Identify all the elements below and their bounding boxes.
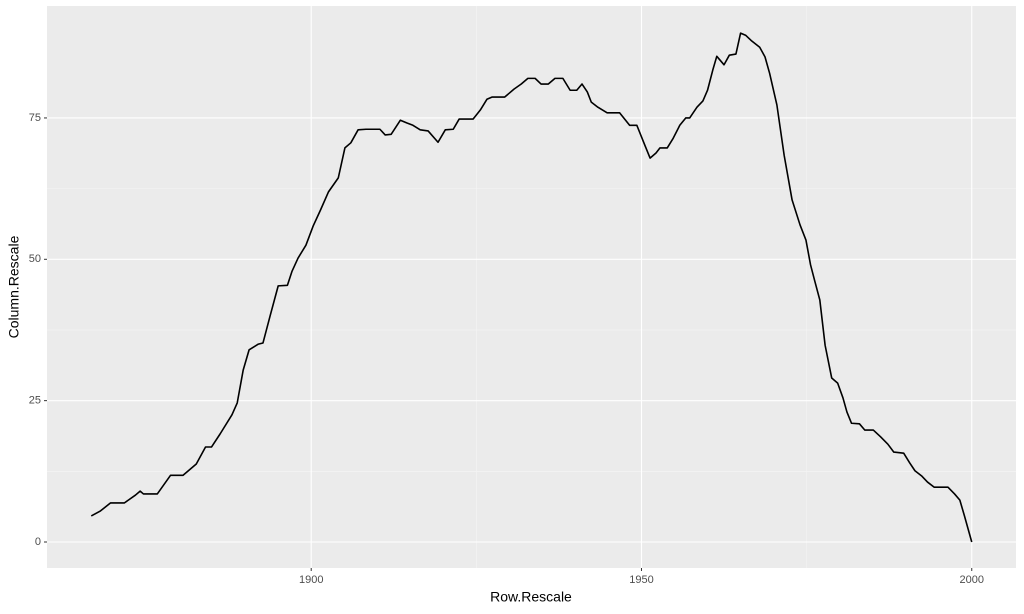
x-tick-label: 2000 — [960, 574, 984, 586]
y-axis-title: Column.Rescale — [6, 235, 22, 338]
y-tick-label: 75 — [29, 112, 41, 124]
x-tick-label: 1900 — [299, 574, 323, 586]
y-tick-label: 0 — [35, 536, 41, 548]
line — [90, 32, 973, 543]
panel — [47, 6, 1016, 568]
x-tick-label: 1950 — [629, 574, 653, 586]
x-axis-title: Row.Rescale — [490, 589, 572, 605]
y-tick-label: 50 — [29, 253, 41, 265]
y-tick-label: 25 — [29, 395, 41, 407]
